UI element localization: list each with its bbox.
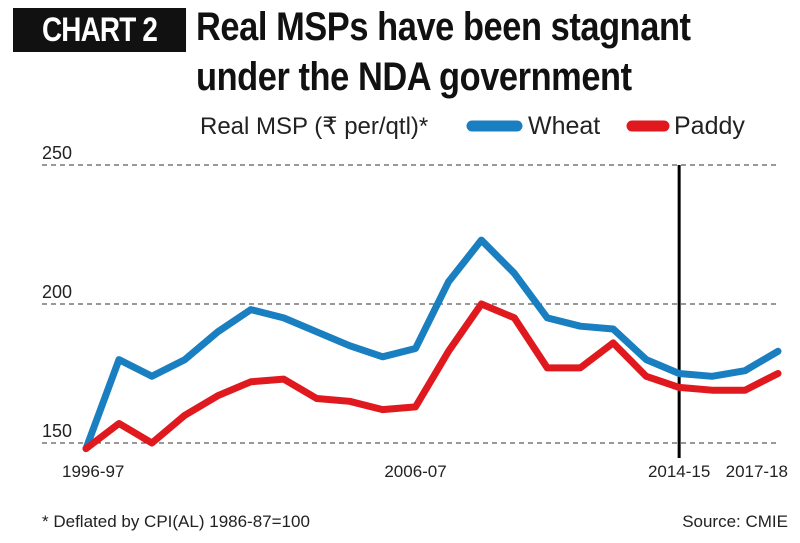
x-tick-label-2017-18: 2017-18	[726, 462, 788, 481]
x-tick-label-1996-97: 1996-97	[62, 462, 124, 481]
y-tick-label-200: 200	[42, 282, 72, 302]
y-axis-ticks: 150 200 250	[42, 143, 72, 441]
x-tick-label-2014-15: 2014-15	[648, 462, 710, 481]
legend-label-paddy: Paddy	[674, 112, 745, 140]
y-tick-label-250: 250	[42, 143, 72, 163]
footnote: * Deflated by CPI(AL) 1986-87=100	[42, 512, 310, 531]
chart-number-tag: CHART 2	[13, 8, 187, 52]
chart-title-line-2: under the NDA government	[196, 55, 632, 99]
chart-title-line-1: Real MSPs have been stagnant	[196, 5, 691, 49]
y-tick-label-150: 150	[42, 421, 72, 441]
series-lines	[82, 236, 782, 453]
chart-title: Real MSPs have been stagnant under the N…	[196, 2, 798, 102]
gridlines	[42, 164, 778, 444]
source-note: Source: CMIE	[682, 512, 788, 531]
legend-label-wheat: Wheat	[528, 112, 600, 140]
y-axis-unit-label: Real MSP (₹ per/qtl)*	[200, 113, 428, 140]
series-line-paddy	[82, 300, 782, 453]
series-line-wheat	[82, 236, 782, 453]
x-axis-ticks: 1996-97 2006-07 2014-15 2017-18	[62, 462, 788, 481]
legend: Wheat Paddy	[466, 112, 745, 140]
x-tick-label-2006-07: 2006-07	[384, 462, 446, 481]
